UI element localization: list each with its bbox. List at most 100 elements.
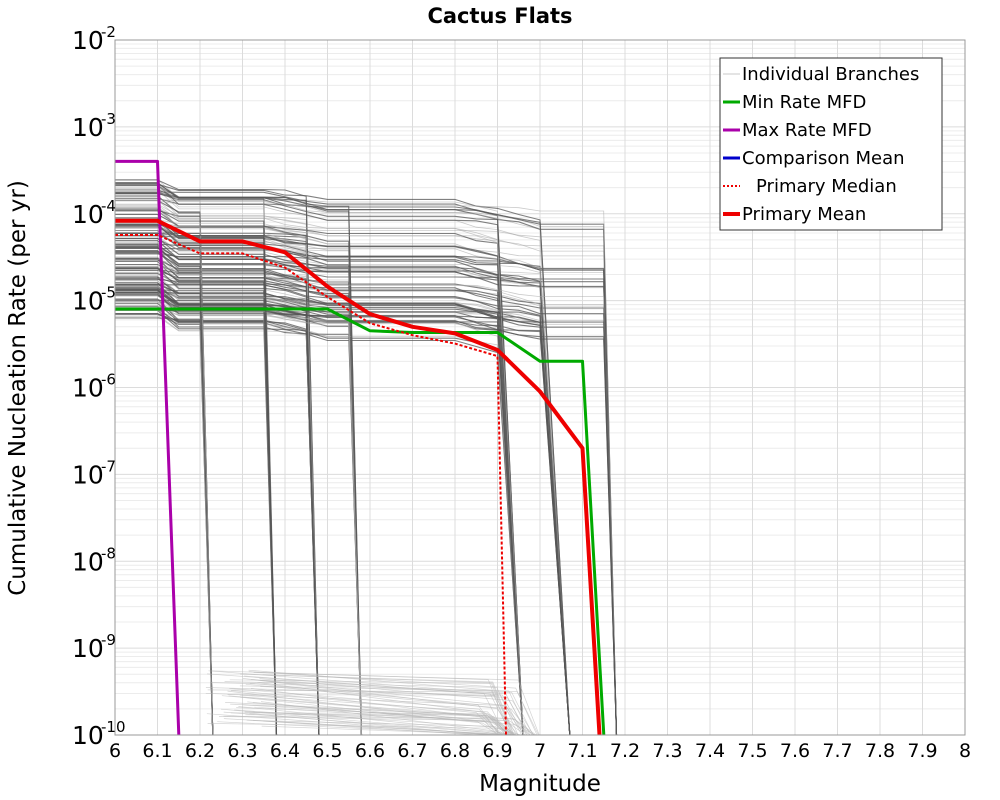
legend-item-min-rate-mfd: Min Rate MFD	[723, 92, 866, 113]
y-tick-base: 10	[72, 26, 104, 55]
branch-line-low	[260, 680, 506, 736]
x-tick-label: 6.3	[227, 740, 257, 762]
x-tick-label: 7.9	[907, 740, 937, 762]
x-tick-label: 6	[109, 740, 121, 762]
branch-line	[115, 272, 363, 736]
y-tick-exponent: -9	[101, 631, 116, 649]
x-tick-label: 6.9	[482, 740, 512, 762]
branch-line	[115, 284, 618, 736]
x-tick-label: 7.7	[822, 740, 852, 762]
series-line-primary-mean	[115, 218, 602, 736]
legend-label: Individual Branches	[742, 64, 919, 85]
y-tick-labels: 10-210-310-410-510-610-710-810-910-10	[72, 23, 126, 750]
branch-line-low	[234, 709, 516, 736]
y-tick-label: 10-3	[72, 110, 116, 142]
chart-title: Cactus Flats	[427, 4, 572, 28]
legend-box	[719, 57, 943, 231]
x-tick-label: 6.5	[312, 740, 342, 762]
branch-line	[115, 247, 524, 736]
branch-line	[115, 315, 320, 736]
x-tick-label: 7.4	[695, 740, 725, 762]
branch-line	[115, 194, 320, 736]
y-tick-base: 10	[72, 287, 104, 316]
y-tick-exponent: -7	[101, 457, 116, 475]
x-tick-label: 7.6	[780, 740, 810, 762]
x-tick-label: 7.1	[567, 740, 597, 762]
series-lines	[115, 159, 606, 736]
x-tick-label: 7	[534, 740, 546, 762]
x-tick-label: 6.2	[185, 740, 215, 762]
x-tick-label: 6.6	[355, 740, 385, 762]
branch-line	[115, 203, 320, 736]
branch-line-low	[230, 703, 509, 736]
branch-line	[115, 227, 571, 736]
branch-line-low	[229, 688, 501, 736]
y-axis-label: Cumulative Nucleation Rate (per yr)	[5, 180, 31, 596]
x-tick-label: 7.5	[737, 740, 767, 762]
branch-line	[115, 310, 277, 736]
branch-line	[115, 269, 320, 736]
branch-line-low	[220, 708, 504, 736]
branch-line	[115, 199, 524, 736]
branch-line	[115, 314, 214, 736]
series-line-min-rate-mfd	[115, 307, 606, 736]
y-tick-base: 10	[72, 113, 104, 142]
legend-label: Primary Mean	[742, 204, 866, 225]
y-tick-label: 10-5	[72, 284, 116, 316]
y-tick-exponent: -5	[101, 284, 116, 302]
y-tick-label: 10-6	[72, 371, 116, 403]
y-tick-base: 10	[72, 460, 104, 489]
x-tick-label: 6.8	[440, 740, 470, 762]
x-tick-label: 8	[959, 740, 971, 762]
branch-line	[115, 179, 320, 736]
branch-line	[115, 213, 363, 736]
branch-line	[115, 208, 278, 736]
legend-label: Comparison Mean	[742, 148, 905, 169]
branch-line	[115, 245, 571, 736]
branch-line-low	[240, 673, 515, 736]
branch-line-low	[242, 678, 519, 736]
x-tick-label: 7.2	[610, 740, 640, 762]
legend-item-primary-median: Primary Median	[723, 176, 897, 197]
plot-frame	[114, 39, 966, 736]
branch-line-low	[260, 701, 512, 736]
legend-item-primary-mean: Primary Mean	[723, 204, 866, 225]
y-tick-base: 10	[72, 634, 104, 663]
branch-line-low	[207, 673, 524, 736]
legend-label: Max Rate MFD	[742, 120, 872, 141]
y-tick-label: 10-9	[72, 631, 116, 663]
series-line-primary-median	[115, 234, 507, 736]
branch-line	[115, 225, 320, 736]
branch-line-low	[230, 690, 498, 736]
legend-item-comparison-mean: Comparison Mean	[723, 148, 905, 169]
legend: Individual Branches Min Rate MFD Max Rate …	[719, 57, 943, 231]
branch-line	[115, 257, 571, 736]
y-tick-exponent: -10	[101, 718, 126, 736]
branch-line	[115, 309, 524, 736]
branch-line-low	[236, 707, 515, 736]
y-tick-label: 10-7	[72, 457, 116, 489]
branch-line	[115, 294, 524, 736]
x-tick-label: 6.4	[270, 740, 300, 762]
x-tick-label: 7.3	[652, 740, 682, 762]
x-axis-label: Magnitude	[479, 771, 601, 797]
legend-label: Min Rate MFD	[742, 92, 866, 113]
branch-line	[115, 309, 524, 736]
y-tick-base: 10	[72, 200, 104, 229]
y-tick-base: 10	[72, 721, 104, 750]
branch-line	[115, 217, 524, 736]
branch-line	[115, 260, 363, 736]
branch-line	[115, 291, 214, 736]
branch-line	[115, 191, 524, 736]
branch-line-low	[250, 678, 528, 736]
y-tick-exponent: -2	[101, 23, 116, 41]
x-tick-label: 7.8	[865, 740, 895, 762]
series-line-max-rate-mfd	[115, 159, 181, 736]
y-tick-label: 10-10	[72, 718, 126, 750]
branch-line	[115, 183, 571, 736]
y-tick-label: 10-8	[72, 544, 116, 576]
x-tick-label: 6.1	[142, 740, 172, 762]
branch-line-low	[239, 694, 509, 736]
y-tick-exponent: -8	[101, 544, 116, 562]
